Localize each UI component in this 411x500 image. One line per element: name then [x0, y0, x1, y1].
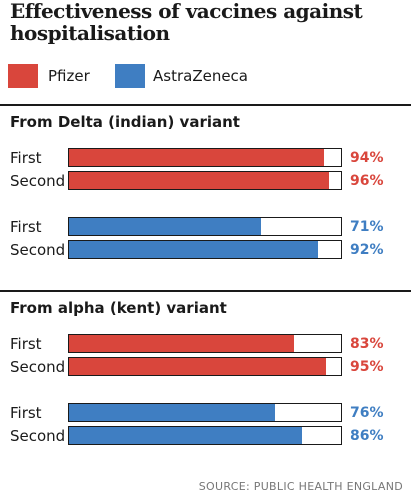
row-label-alpha-pfizer-second: Second	[10, 358, 66, 376]
row-label-alpha-astrazeneca-second: Second	[10, 427, 66, 445]
row-label-delta-astrazeneca-second: Second	[10, 241, 66, 259]
bar-alpha-pfizer-first	[69, 335, 294, 352]
value-label-alpha-pfizer-first: 83%	[350, 336, 384, 352]
value-label-delta-astrazeneca-second: 92%	[350, 242, 384, 258]
row-label-delta-pfizer-first: First	[10, 149, 42, 167]
bar-alpha-astrazeneca-second	[69, 427, 303, 444]
row-label-delta-pfizer-second: Second	[10, 172, 66, 190]
bar-track-delta-pfizer-second	[68, 171, 342, 190]
section-divider	[0, 104, 411, 106]
bar-track-alpha-pfizer-second	[68, 357, 342, 376]
chart-title: Effectiveness of vaccines against hospit…	[10, 0, 363, 45]
row-label-alpha-pfizer-first: First	[10, 335, 42, 353]
legend-swatch-astrazeneca	[115, 64, 145, 88]
row-label-delta-astrazeneca-first: First	[10, 218, 42, 236]
legend-swatch-pfizer	[8, 64, 38, 88]
value-label-alpha-astrazeneca-first: 76%	[350, 405, 384, 421]
section-divider	[0, 290, 411, 292]
section-title-from-delta-indian-variant: From Delta (indian) variant	[10, 113, 240, 131]
bar-track-delta-astrazeneca-second	[68, 240, 342, 259]
bar-track-alpha-astrazeneca-first	[68, 403, 342, 422]
value-label-alpha-pfizer-second: 95%	[350, 359, 384, 375]
bar-track-alpha-pfizer-first	[68, 334, 342, 353]
section-title-from-alpha-kent-variant: From alpha (kent) variant	[10, 299, 227, 317]
bar-alpha-astrazeneca-first	[69, 404, 275, 421]
bar-track-delta-pfizer-first	[68, 148, 342, 167]
legend-label-astrazeneca: AstraZeneca	[153, 67, 248, 85]
value-label-delta-pfizer-second: 96%	[350, 173, 384, 189]
value-label-alpha-astrazeneca-second: 86%	[350, 428, 384, 444]
bar-alpha-pfizer-second	[69, 358, 327, 375]
value-label-delta-pfizer-first: 94%	[350, 150, 384, 166]
bar-delta-pfizer-first	[69, 149, 324, 166]
row-label-alpha-astrazeneca-first: First	[10, 404, 42, 422]
legend: Pfizer AstraZeneca	[8, 64, 408, 88]
bar-track-delta-astrazeneca-first	[68, 217, 342, 236]
bar-track-alpha-astrazeneca-second	[68, 426, 342, 445]
source-note: SOURCE: PUBLIC HEALTH ENGLAND	[198, 480, 403, 493]
value-label-delta-astrazeneca-first: 71%	[350, 219, 384, 235]
bar-delta-astrazeneca-first	[69, 218, 262, 235]
bar-delta-pfizer-second	[69, 172, 330, 189]
bar-delta-astrazeneca-second	[69, 241, 319, 258]
legend-label-pfizer: Pfizer	[48, 67, 90, 85]
